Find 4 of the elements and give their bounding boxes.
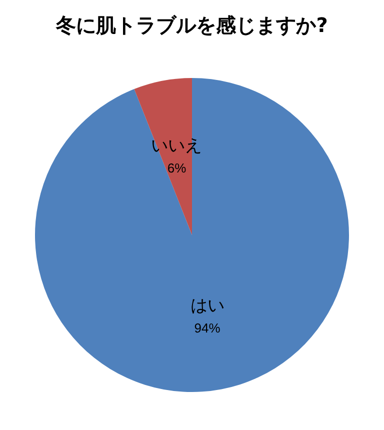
chart-title: 冬に肌トラブルを感じますか? [55,13,328,37]
data-label: 94% [194,320,221,336]
data-label: 6% [167,160,187,176]
slice-label: はい [190,296,224,316]
